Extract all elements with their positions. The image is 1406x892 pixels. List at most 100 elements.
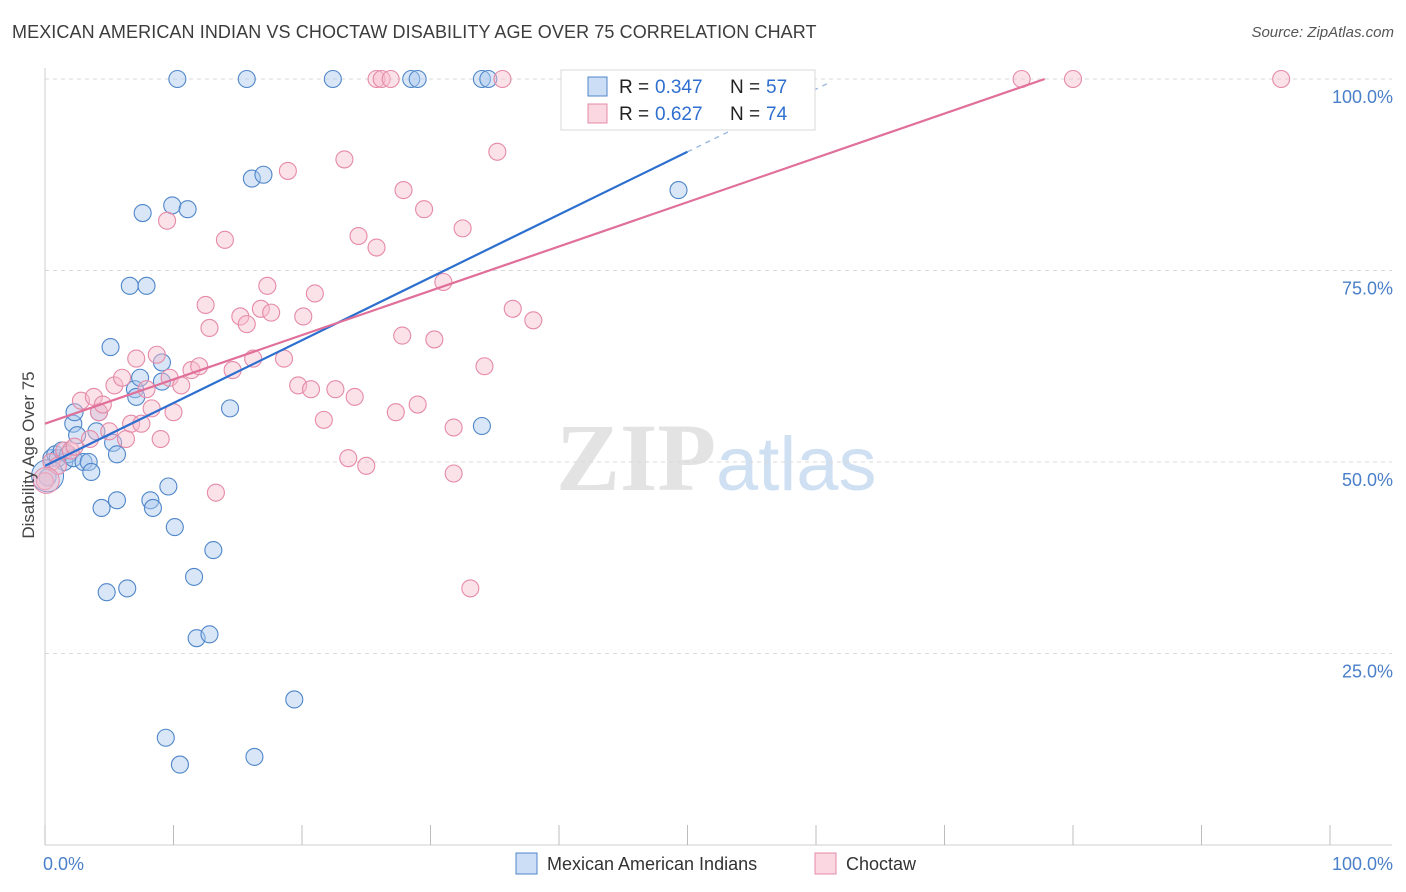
- legend-swatch-blue: [587, 76, 608, 97]
- point-mexican-american-indians: [669, 181, 688, 200]
- point-mexican-american-indians: [165, 518, 184, 537]
- point-choctaw: [408, 395, 427, 414]
- point-mexican-american-indians: [220, 399, 240, 418]
- legend-n-value-blue: 57: [766, 77, 787, 98]
- trend-lines: [44, 77, 1046, 467]
- point-mexican-american-indians: [163, 196, 182, 215]
- point-choctaw: [158, 211, 177, 230]
- point-choctaw: [127, 349, 146, 368]
- point-mexican-american-indians: [408, 69, 427, 89]
- point-choctaw: [237, 315, 256, 334]
- point-choctaw: [231, 307, 250, 326]
- point-choctaw: [35, 472, 55, 491]
- trend-line-mexican-american-indians: [44, 150, 688, 467]
- legend-label-mexican-american-indians: Mexican American Indians: [547, 854, 757, 874]
- point-mexican-american-indians: [64, 414, 83, 433]
- point-choctaw: [488, 142, 507, 161]
- legend-r-label-pink: R =: [619, 104, 649, 125]
- point-choctaw: [453, 219, 472, 238]
- point-choctaw: [196, 295, 215, 315]
- point-mexican-american-indians: [143, 498, 162, 518]
- point-mexican-american-indians: [245, 747, 264, 766]
- watermark-atlas: atlas: [716, 422, 877, 507]
- watermark-zip: ZIP: [556, 404, 716, 511]
- point-mexican-american-indians: [204, 541, 223, 560]
- y-tick-label: 25.0%: [1342, 662, 1393, 682]
- series-legend: Mexican American Indians Choctaw: [515, 852, 917, 875]
- point-choctaw: [326, 380, 345, 399]
- series-mexican-american-indians: [31, 69, 688, 774]
- point-mexican-american-indians: [65, 403, 84, 422]
- point-choctaw: [113, 368, 132, 387]
- point-mexican-american-indians: [323, 69, 342, 89]
- point-mexican-american-indians: [156, 728, 175, 747]
- point-mexican-american-indians: [479, 69, 498, 89]
- point-choctaw: [215, 230, 234, 249]
- point-choctaw: [200, 318, 219, 338]
- point-mexican-american-indians: [178, 200, 197, 219]
- point-mexican-american-indians: [107, 491, 127, 510]
- legend-r-value-pink: 0.627: [655, 104, 703, 125]
- point-choctaw: [394, 181, 413, 200]
- point-mexican-american-indians: [285, 690, 304, 709]
- point-choctaw: [314, 410, 333, 429]
- point-choctaw: [461, 579, 480, 598]
- chart-title: MEXICAN AMERICAN INDIAN VS CHOCTAW DISAB…: [12, 22, 817, 42]
- point-choctaw: [65, 437, 84, 456]
- stats-legend: R = 0.347 N = 57 R = 0.627 N = 74: [560, 69, 816, 131]
- legend-n-value-pink: 74: [766, 104, 788, 125]
- legend-swatch-mexican-american-indians: [515, 852, 538, 875]
- legend-r-value-blue: 0.347: [655, 77, 703, 98]
- point-mexican-american-indians: [170, 755, 189, 774]
- point-choctaw: [393, 326, 412, 345]
- point-choctaw: [475, 357, 494, 376]
- trend-line-choctaw: [44, 77, 1046, 425]
- point-mexican-american-indians: [402, 69, 421, 89]
- point-choctaw: [444, 464, 463, 483]
- point-choctaw: [301, 380, 321, 399]
- point-mexican-american-indians: [185, 567, 204, 586]
- point-choctaw: [339, 449, 358, 468]
- point-mexican-american-indians: [137, 276, 156, 295]
- point-choctaw: [294, 307, 313, 326]
- point-choctaw: [381, 69, 400, 89]
- series-choctaw: [32, 69, 1291, 598]
- point-choctaw: [258, 276, 277, 295]
- point-choctaw: [349, 226, 368, 246]
- point-mexican-american-indians: [107, 445, 127, 464]
- legend-label-choctaw: Choctaw: [846, 854, 917, 874]
- point-mexican-american-indians: [131, 368, 150, 387]
- point-mexican-american-indians: [237, 69, 256, 89]
- point-choctaw: [147, 345, 166, 364]
- point-choctaw: [190, 357, 209, 376]
- point-mexican-american-indians: [133, 204, 152, 223]
- point-mexican-american-indians: [97, 583, 116, 602]
- point-choctaw: [251, 299, 270, 318]
- point-choctaw: [116, 429, 136, 449]
- x-tick-label: 0.0%: [43, 854, 84, 874]
- point-mexican-american-indians: [168, 69, 187, 89]
- source-label: Source: ZipAtlas.com: [1251, 24, 1394, 41]
- x-tick-label: 100.0%: [1332, 854, 1393, 874]
- y-axis-label: Disability Age Over 75: [19, 371, 38, 538]
- point-choctaw: [367, 238, 386, 257]
- point-choctaw: [415, 200, 434, 219]
- point-mexican-american-indians: [92, 498, 111, 518]
- point-choctaw: [493, 69, 512, 89]
- point-choctaw: [151, 429, 170, 449]
- legend-n-label-pink: N =: [730, 104, 760, 125]
- point-choctaw: [434, 272, 453, 292]
- point-choctaw: [503, 299, 522, 318]
- point-mexican-american-indians: [472, 69, 491, 89]
- point-mexican-american-indians: [74, 452, 93, 472]
- point-mexican-american-indians: [120, 276, 139, 295]
- point-mexican-american-indians: [242, 169, 261, 188]
- point-choctaw: [367, 69, 386, 89]
- point-choctaw: [444, 418, 463, 437]
- point-choctaw: [1063, 69, 1083, 89]
- point-mexican-american-indians: [118, 579, 137, 598]
- y-tick-label: 50.0%: [1342, 470, 1393, 490]
- point-mexican-american-indians: [200, 625, 219, 644]
- point-choctaw: [278, 161, 297, 180]
